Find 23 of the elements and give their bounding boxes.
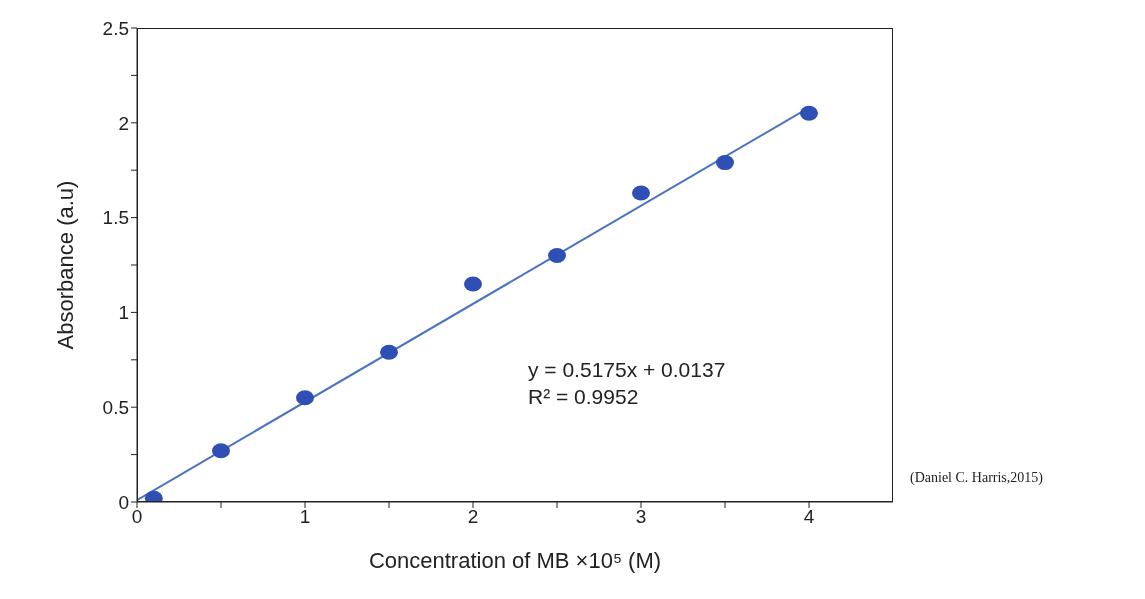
point bbox=[296, 390, 314, 406]
point bbox=[212, 443, 230, 459]
point bbox=[380, 344, 398, 360]
point bbox=[464, 276, 482, 292]
x-tick-label: 2 bbox=[467, 506, 479, 528]
x-tick-label: 4 bbox=[803, 506, 815, 528]
y-tick-label: 0.5 bbox=[102, 396, 129, 418]
point bbox=[716, 155, 734, 171]
x-axis-title: Concentration of MB ×10⁵ (M) bbox=[368, 547, 662, 573]
y-tick-label: 0 bbox=[118, 491, 129, 513]
y-tick-label: 1 bbox=[118, 302, 129, 324]
y-tick-label: 1.5 bbox=[102, 207, 129, 229]
text: (Daniel C. Harris,2015) bbox=[910, 470, 1043, 486]
x-tick-label: 1 bbox=[299, 506, 311, 528]
y-axis-title: Absorbance (a.u) bbox=[52, 180, 78, 350]
y-tick-label: 2.5 bbox=[102, 17, 129, 39]
y-tick-label: 2 bbox=[118, 112, 129, 134]
point bbox=[632, 185, 650, 201]
annotation: R² = 0.9952 bbox=[528, 385, 639, 409]
point bbox=[548, 248, 566, 264]
point bbox=[800, 105, 818, 121]
x-tick-label: 3 bbox=[635, 506, 647, 528]
annotation: y = 0.5175x + 0.0137 bbox=[528, 358, 726, 382]
